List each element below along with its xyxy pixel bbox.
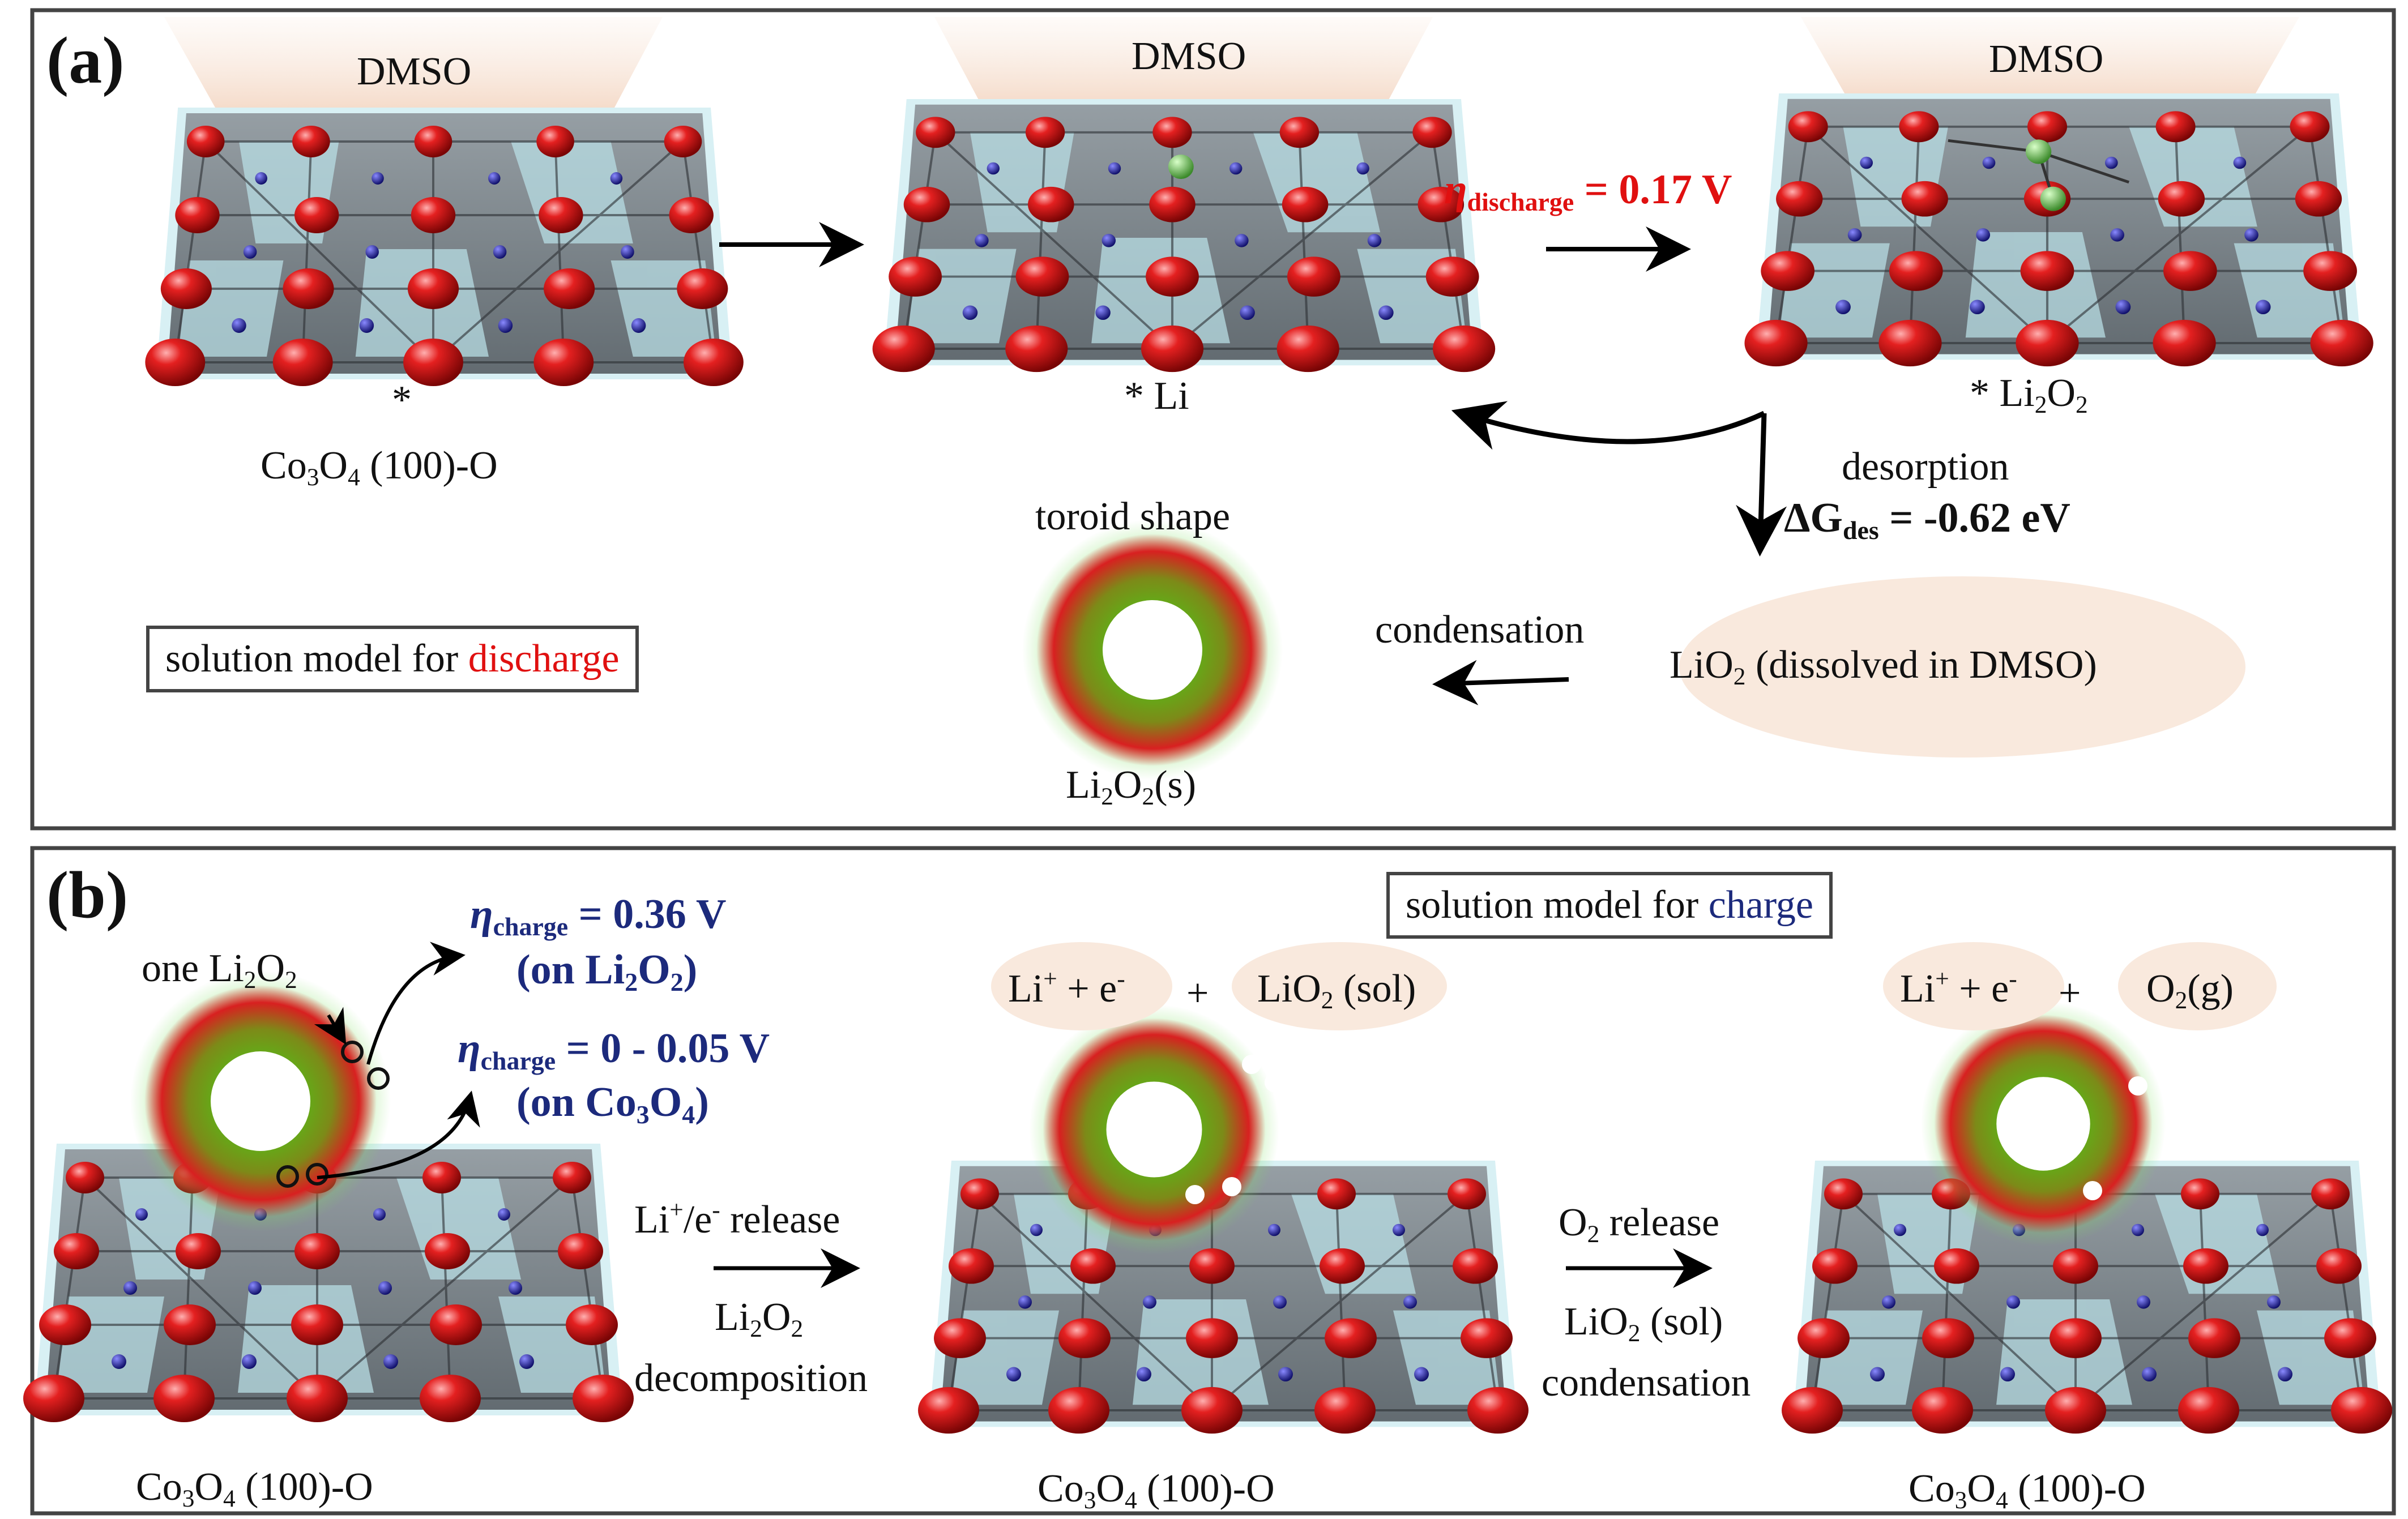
dmso-cap-3 xyxy=(1801,17,2299,96)
li-e-release-label: Li+/e- release xyxy=(634,1196,840,1242)
co3o4-slab-li2o2 xyxy=(1744,93,2373,366)
reaction-site-markers xyxy=(276,1041,390,1188)
li-atom-1 xyxy=(2025,139,2052,164)
li2o2-solid-label: Li2O2(s) xyxy=(1066,763,1197,811)
dmso-cap-1 xyxy=(164,17,663,108)
o2-gas-species: O2(g) xyxy=(2146,967,2234,1015)
dmso-label-2: DMSO xyxy=(1132,35,1246,78)
condensation-label-b: condensation xyxy=(1542,1361,1751,1405)
toroid-li2o2-b2 xyxy=(1029,1004,1279,1255)
surface-label-b1: Co3O4 (100)-O xyxy=(136,1465,373,1513)
eta-charge-co3o4-label: ηcharge = 0 - 0.05 V xyxy=(458,1025,770,1075)
arrow-eta-li2o2 xyxy=(366,942,466,1065)
toroid-li2o2-a xyxy=(1022,520,1283,780)
li-e-species-1: Li+ + e- xyxy=(1008,965,1125,1011)
panel-b-frame xyxy=(30,846,2396,1516)
lio2-solution-ellipse xyxy=(1679,576,2245,758)
surface-label-a: Co3O4 (100)-O xyxy=(261,444,498,491)
lio2-sol-species: LiO2 (sol) xyxy=(1257,967,1416,1015)
toroid-li2o2-b1 xyxy=(130,971,391,1231)
arrow-condensation xyxy=(1432,660,1569,705)
arrow-one-li2o2 xyxy=(314,1007,347,1045)
dmso-label-3: DMSO xyxy=(1989,37,2104,81)
decomposition-label: decomposition xyxy=(634,1357,868,1400)
solution-model-charge-box: solution model for charge xyxy=(1386,872,1833,939)
lio2-sol-ellipse xyxy=(1232,942,1447,1030)
dmso-label-1: DMSO xyxy=(357,50,472,93)
eta-charge-li2o2-label: ηcharge = 0.36 V xyxy=(470,891,727,941)
panel-a-frame xyxy=(30,8,2396,831)
plus-sign-1: + xyxy=(1186,972,1209,1015)
co3o4-slab-li xyxy=(873,99,1496,372)
o2-release-label: O2 release xyxy=(1559,1201,1720,1248)
site-label-li2o2: * Li2O2 xyxy=(1970,371,2088,419)
li-e-ellipse-1 xyxy=(991,942,1172,1030)
delta-g-des-label: ΔGdes = -0.62 eV xyxy=(1784,495,2070,545)
dmso-cap-2 xyxy=(934,17,1433,102)
panel-b-label: (b) xyxy=(46,858,129,932)
lio2-sol-step-label: LiO2 (sol) xyxy=(1564,1300,1723,1347)
arrow-return-cycle xyxy=(1451,401,1765,450)
panel-a-label: (a) xyxy=(46,23,125,97)
condensation-label-a: condensation xyxy=(1375,608,1585,652)
desorption-label: desorption xyxy=(1842,445,2009,489)
on-li2o2-label: (on Li2O2) xyxy=(516,947,698,996)
one-li2o2-label: one Li2O2 xyxy=(142,947,297,994)
li-atom-2 xyxy=(2040,186,2066,211)
surface-label-b2: Co3O4 (100)-O xyxy=(1038,1467,1275,1514)
arrow-desorption xyxy=(1736,413,1787,557)
lio2-dissolved-label: LiO2 (dissolved in DMSO) xyxy=(1670,643,2097,691)
co3o4-slab-a1 xyxy=(144,106,745,387)
vacancy-dots xyxy=(1185,1055,2147,1204)
surface-label-b3: Co3O4 (100)-O xyxy=(1909,1467,2146,1514)
li2o2-step-label: Li2O2 xyxy=(715,1295,804,1343)
li-atom xyxy=(1168,155,1194,179)
li-e-ellipse-2 xyxy=(1883,942,2064,1030)
li-e-species-2: Li+ + e- xyxy=(1900,965,2017,1011)
on-co3o4-label: (on Co3O4) xyxy=(516,1079,709,1129)
toroid-shape-label: toroid shape xyxy=(1035,495,1231,538)
arrow-eta-co3o4 xyxy=(317,1090,480,1179)
site-marker-bare: * xyxy=(392,378,412,422)
toroid-li2o2-b3 xyxy=(1920,1001,2166,1247)
o2-gas-ellipse xyxy=(2118,942,2277,1030)
solution-model-discharge-box: solution model for discharge xyxy=(146,626,639,692)
eta-discharge-label: ηdischarge = 0.17 V xyxy=(1444,166,1732,216)
plus-sign-2: + xyxy=(2059,972,2081,1015)
site-label-li: * Li xyxy=(1124,374,1189,418)
